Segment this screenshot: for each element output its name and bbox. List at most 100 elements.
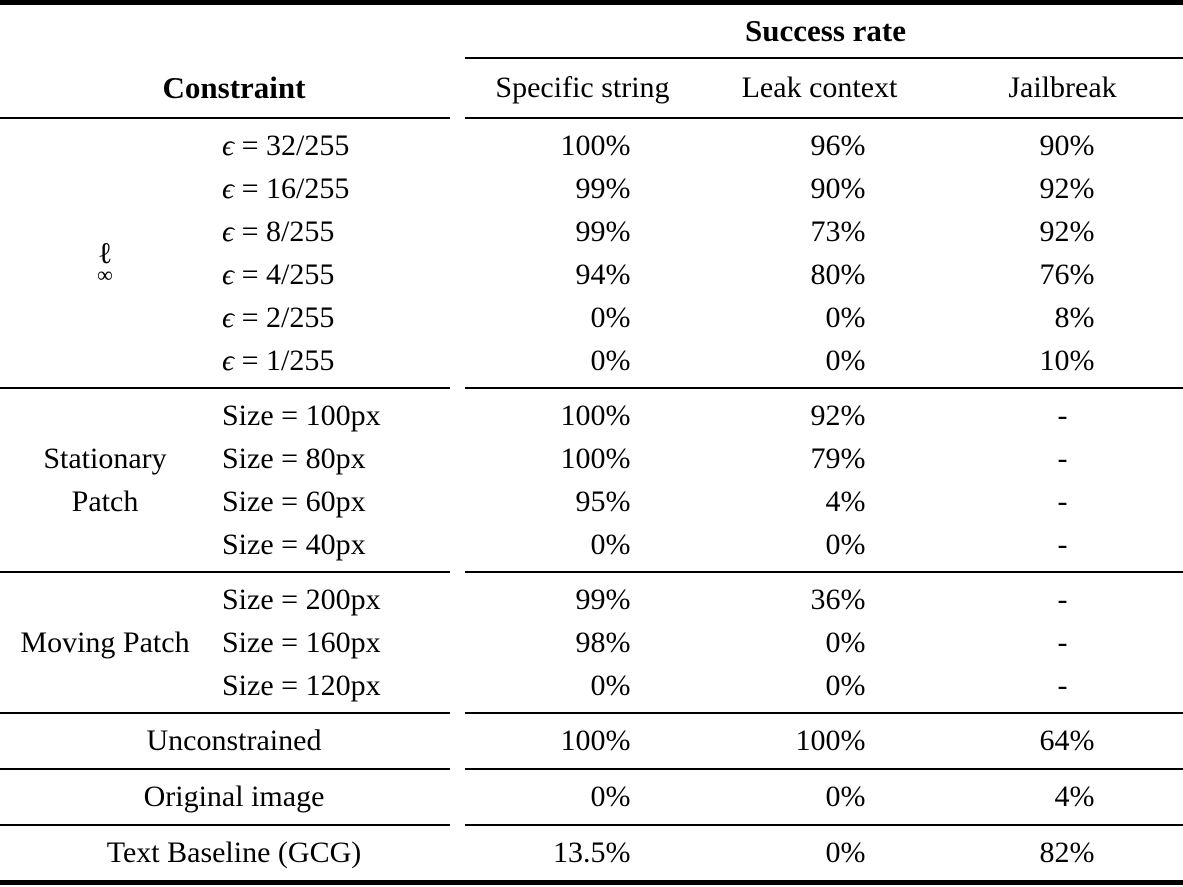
group-label: ℓ ∞ xyxy=(0,124,210,382)
table-row: ϵ = 2/255 0% 0% 8% xyxy=(210,296,1183,339)
rule-gap xyxy=(450,712,465,714)
value-cell: 0% xyxy=(697,836,942,870)
param-cell: ϵ = 2/255 xyxy=(210,301,468,335)
table-row: ϵ = 16/255 99% 90% 92% xyxy=(210,167,1183,210)
rule-left-segment xyxy=(0,387,450,389)
percent-value: 73% xyxy=(810,214,866,248)
percent-value: 94% xyxy=(575,257,631,291)
param-text: Size = 120px xyxy=(222,668,381,702)
param-text: = 16/255 xyxy=(234,171,350,205)
value-cell: - xyxy=(942,399,1183,433)
table-row: Size = 160px 98% 0% - xyxy=(210,621,1183,664)
percent-value: 0% xyxy=(825,625,866,659)
param-cell: Size = 160px xyxy=(210,626,468,660)
percent-value: 36% xyxy=(810,582,866,616)
constraint-group-section: Stationary Patch Size = 100px 100% 92% - Size … xyxy=(0,389,1183,571)
col-header-leak-context: Leak context xyxy=(741,71,898,104)
value-cell: 10% xyxy=(942,344,1183,378)
value-cell: 0% xyxy=(697,780,942,814)
value-cell: 100% xyxy=(468,129,697,163)
epsilon-symbol: ϵ xyxy=(222,171,235,205)
percent-value: 0% xyxy=(825,780,866,813)
rule-gap xyxy=(450,57,465,59)
percent-value: 76% xyxy=(1039,257,1095,291)
table-row: Size = 100px 100% 92% - xyxy=(210,394,1183,437)
constraint-header: Constraint xyxy=(162,70,306,105)
value-cell: 64% xyxy=(942,724,1183,758)
rule-left-segment xyxy=(0,571,450,573)
value-cell: - xyxy=(942,485,1183,519)
table-row: ϵ = 8/255 99% 73% 92% xyxy=(210,210,1183,253)
value-cell: 99% xyxy=(468,583,697,617)
missing-value-dash: - xyxy=(1057,625,1068,659)
value-cell: 92% xyxy=(697,399,942,433)
percent-value: 98% xyxy=(575,625,631,659)
value-cell: 94% xyxy=(468,258,697,292)
percent-value: 99% xyxy=(575,214,631,248)
epsilon-symbol: ϵ xyxy=(222,128,235,162)
section-divider-rule xyxy=(0,387,1183,389)
table-row: ϵ = 32/255 100% 96% 90% xyxy=(210,124,1183,167)
col-header-specific-string: Specific string xyxy=(495,71,670,104)
title-row: Success rate xyxy=(0,5,1183,57)
param-cell: ϵ = 8/255 xyxy=(210,215,468,249)
value-cell: 0% xyxy=(468,669,697,703)
param-text: Size = 200px xyxy=(222,582,381,616)
percent-value: 100% xyxy=(560,128,631,162)
rule-left-segment xyxy=(0,768,450,770)
section-divider-rule xyxy=(0,824,1183,826)
group-label: Stationary Patch xyxy=(0,394,210,566)
value-cell: 0% xyxy=(468,780,697,814)
percent-value: 92% xyxy=(1039,171,1095,205)
rule-right-segment xyxy=(465,571,1183,573)
percent-value: 95% xyxy=(575,484,631,518)
value-cell: 98% xyxy=(468,626,697,660)
param-text: = 32/255 xyxy=(234,128,350,162)
success-rate-title: Success rate xyxy=(745,13,906,48)
percent-value: 90% xyxy=(810,171,866,205)
percent-value: 100% xyxy=(795,724,866,757)
percent-value: 0% xyxy=(825,668,866,702)
missing-value-dash: - xyxy=(1057,668,1068,702)
rule-right-segment xyxy=(465,117,1183,119)
value-cell: 0% xyxy=(697,301,942,335)
value-cell: 36% xyxy=(697,583,942,617)
percent-value: 13.5% xyxy=(553,836,631,869)
percent-value: 100% xyxy=(560,441,631,475)
percent-value: 92% xyxy=(1039,214,1095,248)
missing-value-dash: - xyxy=(1057,484,1068,518)
percent-value: 80% xyxy=(810,257,866,291)
table-row: Unconstrained 100% 100% 64% xyxy=(0,714,1183,768)
table-row: Size = 80px 100% 79% - xyxy=(210,437,1183,480)
value-cell: 92% xyxy=(942,172,1183,206)
table-row: Size = 40px 0% 0% - xyxy=(210,523,1183,566)
epsilon-symbol: ϵ xyxy=(222,343,235,377)
group-rows: ϵ = 32/255 100% 96% 90% ϵ = 16/255 99% 90% 92% ϵ… xyxy=(210,124,1183,382)
group-label-line: Stationary xyxy=(43,442,167,475)
value-cell: - xyxy=(942,528,1183,562)
row-label: Text Baseline (GCG) xyxy=(106,836,362,869)
percent-value: 0% xyxy=(825,343,866,377)
value-cell: 96% xyxy=(697,129,942,163)
value-cell: 90% xyxy=(942,129,1183,163)
rule-gap xyxy=(450,571,465,573)
rule-right-segment xyxy=(465,57,1183,59)
missing-value-dash: - xyxy=(1057,441,1068,475)
rule-gap xyxy=(450,387,465,389)
value-cell: 0% xyxy=(697,528,942,562)
param-cell: Size = 100px xyxy=(210,399,468,433)
value-cell: 92% xyxy=(942,215,1183,249)
percent-value: 79% xyxy=(810,441,866,475)
value-cell: 0% xyxy=(697,344,942,378)
rule-under-title xyxy=(0,57,1183,59)
constraint-group-section: ℓ ∞ ϵ = 32/255 100% 96% 90% ϵ = 16/255 99% 90% 92… xyxy=(0,119,1183,387)
group-label-line: Patch xyxy=(71,485,139,518)
epsilon-symbol: ϵ xyxy=(222,214,235,248)
param-cell: ϵ = 16/255 xyxy=(210,172,468,206)
rule-left-gap xyxy=(0,57,450,59)
param-cell: ϵ = 4/255 xyxy=(210,258,468,292)
value-cell: 0% xyxy=(468,528,697,562)
group-label-line: Moving Patch xyxy=(20,626,190,659)
col-header-jailbreak: Jailbreak xyxy=(1008,71,1117,104)
